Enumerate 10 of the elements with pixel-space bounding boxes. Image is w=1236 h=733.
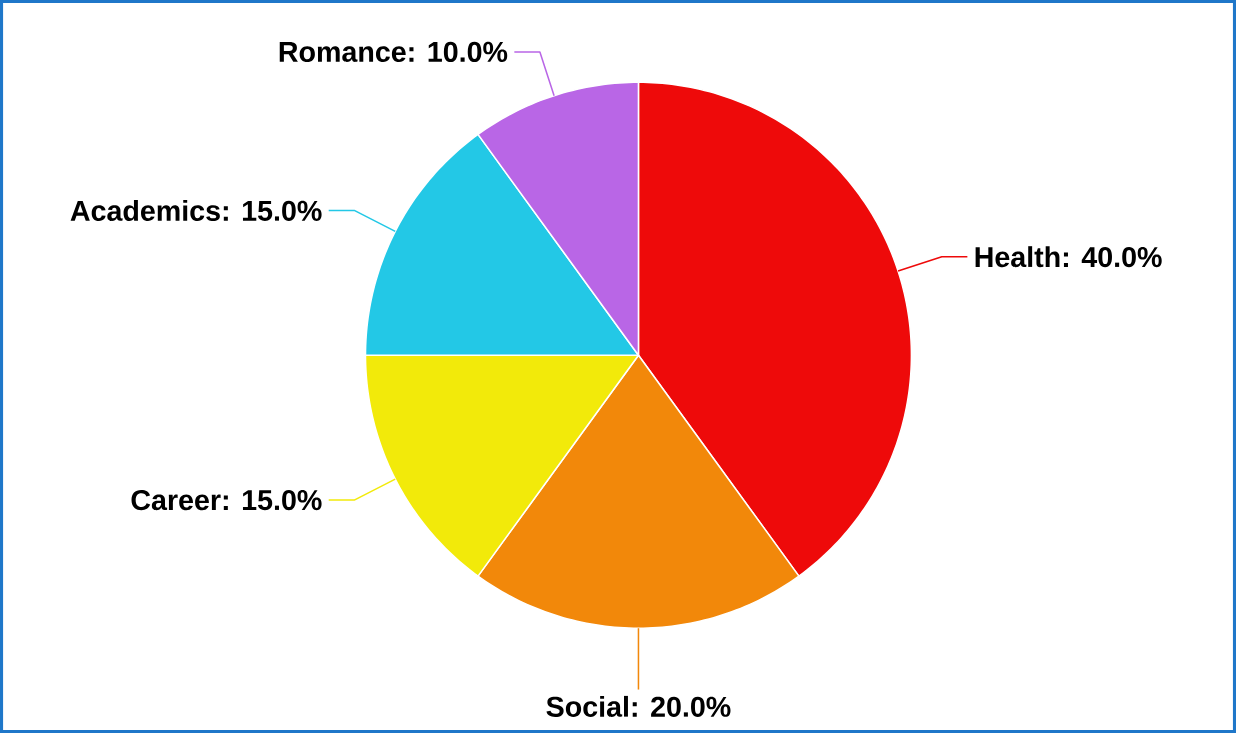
data-label: : 10.0% xyxy=(409,41,508,63)
slice-label: Career xyxy=(131,489,221,511)
slice-label: Romance xyxy=(279,42,406,63)
slice-label: Health xyxy=(975,246,1060,268)
data-label: : 20.0% xyxy=(632,696,731,717)
slice-label: Academics xyxy=(70,199,220,221)
slice-label: Social xyxy=(546,695,628,717)
data-label: : 15.0% xyxy=(223,489,322,511)
data-label: : 15.0% xyxy=(223,200,322,221)
data-label: : 40.0% xyxy=(1063,246,1162,268)
